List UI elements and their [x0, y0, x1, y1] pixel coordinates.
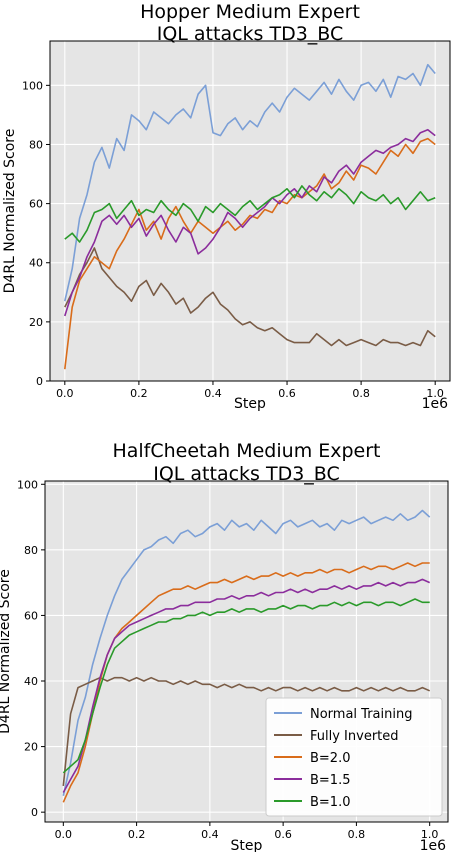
- y-tick-label: 0: [36, 375, 43, 388]
- series-line-0: [62, 509, 431, 796]
- x-axis-label: Step: [234, 396, 266, 412]
- y-axis-label: D4RL Normalized Score: [0, 569, 13, 734]
- chart-title: Hopper Medium Expert IQL attacks TD3_BC: [140, 1, 360, 45]
- series-line-3: [64, 128, 436, 317]
- y-tick-label: 100: [17, 478, 38, 491]
- series-line-4: [64, 185, 436, 243]
- legend-label: Fully Inverted: [310, 729, 399, 744]
- y-tick-label: 80: [24, 544, 38, 557]
- x-tick-label: 1.0: [421, 828, 439, 841]
- plot-area: [50, 41, 450, 381]
- x-axis-label: Step: [231, 838, 263, 852]
- series-line-2: [62, 562, 430, 803]
- y-tick-label: 100: [22, 79, 43, 92]
- chart-0: 0.0 0.2 0.4 0.6 0.8 1.0 0 20 40 60 80 100 Hopper Med…: [2, 1, 451, 412]
- y-tick-label: 60: [29, 198, 43, 211]
- legend-label: B=2.0: [310, 751, 351, 766]
- series-line-2: [64, 137, 436, 370]
- series-line-4: [62, 598, 430, 774]
- y-tick-label: 80: [29, 138, 43, 151]
- y-tick-label: 0: [31, 806, 38, 819]
- series-line-1: [64, 247, 436, 347]
- legend-label: B=1.5: [310, 773, 351, 788]
- chart-title: HalfCheetah Medium Expert IQL attacks TD3…: [112, 440, 380, 485]
- legend: Normal Training Fully Inverted B=2.0 B=1.5 B…: [265, 697, 443, 817]
- plot-frame: [49, 40, 451, 382]
- chart-1: 0.0 0.2 0.4 0.6 0.8 1.0 0 20 40 60 80 100 HalfCheeta…: [0, 440, 449, 852]
- legend-box: [265, 697, 443, 817]
- y-tick-label: 40: [24, 675, 38, 688]
- x-tick-label: 0.6: [274, 828, 292, 841]
- x-axis-offset-label: 1e6: [420, 838, 447, 852]
- plot-frame: [44, 480, 449, 823]
- x-tick-label: 0.0: [56, 387, 74, 400]
- series-line-0: [64, 63, 436, 302]
- legend-label: Normal Training: [310, 707, 412, 722]
- x-tick-label: 0.6: [278, 387, 296, 400]
- x-tick-label: 0.8: [352, 387, 370, 400]
- x-tick-label: 0.4: [201, 828, 219, 841]
- y-axis-label: D4RL Normalized Score: [2, 129, 18, 294]
- legend-label: B=1.0: [310, 795, 351, 810]
- x-tick-label: 0.8: [348, 828, 366, 841]
- x-tick-label: 0.0: [55, 828, 73, 841]
- x-tick-label: 0.2: [128, 828, 146, 841]
- x-axis-offset-label: 1e6: [422, 396, 449, 412]
- x-tick-label: 0.4: [204, 387, 222, 400]
- y-tick-label: 60: [24, 609, 38, 622]
- y-tick-label: 20: [29, 316, 43, 329]
- y-tick-label: 40: [29, 257, 43, 270]
- series-line-3: [62, 578, 431, 793]
- x-tick-label: 1.0: [426, 387, 444, 400]
- x-tick-label: 0.2: [130, 387, 148, 400]
- y-tick-label: 20: [24, 741, 38, 754]
- series-line-1: [62, 676, 431, 786]
